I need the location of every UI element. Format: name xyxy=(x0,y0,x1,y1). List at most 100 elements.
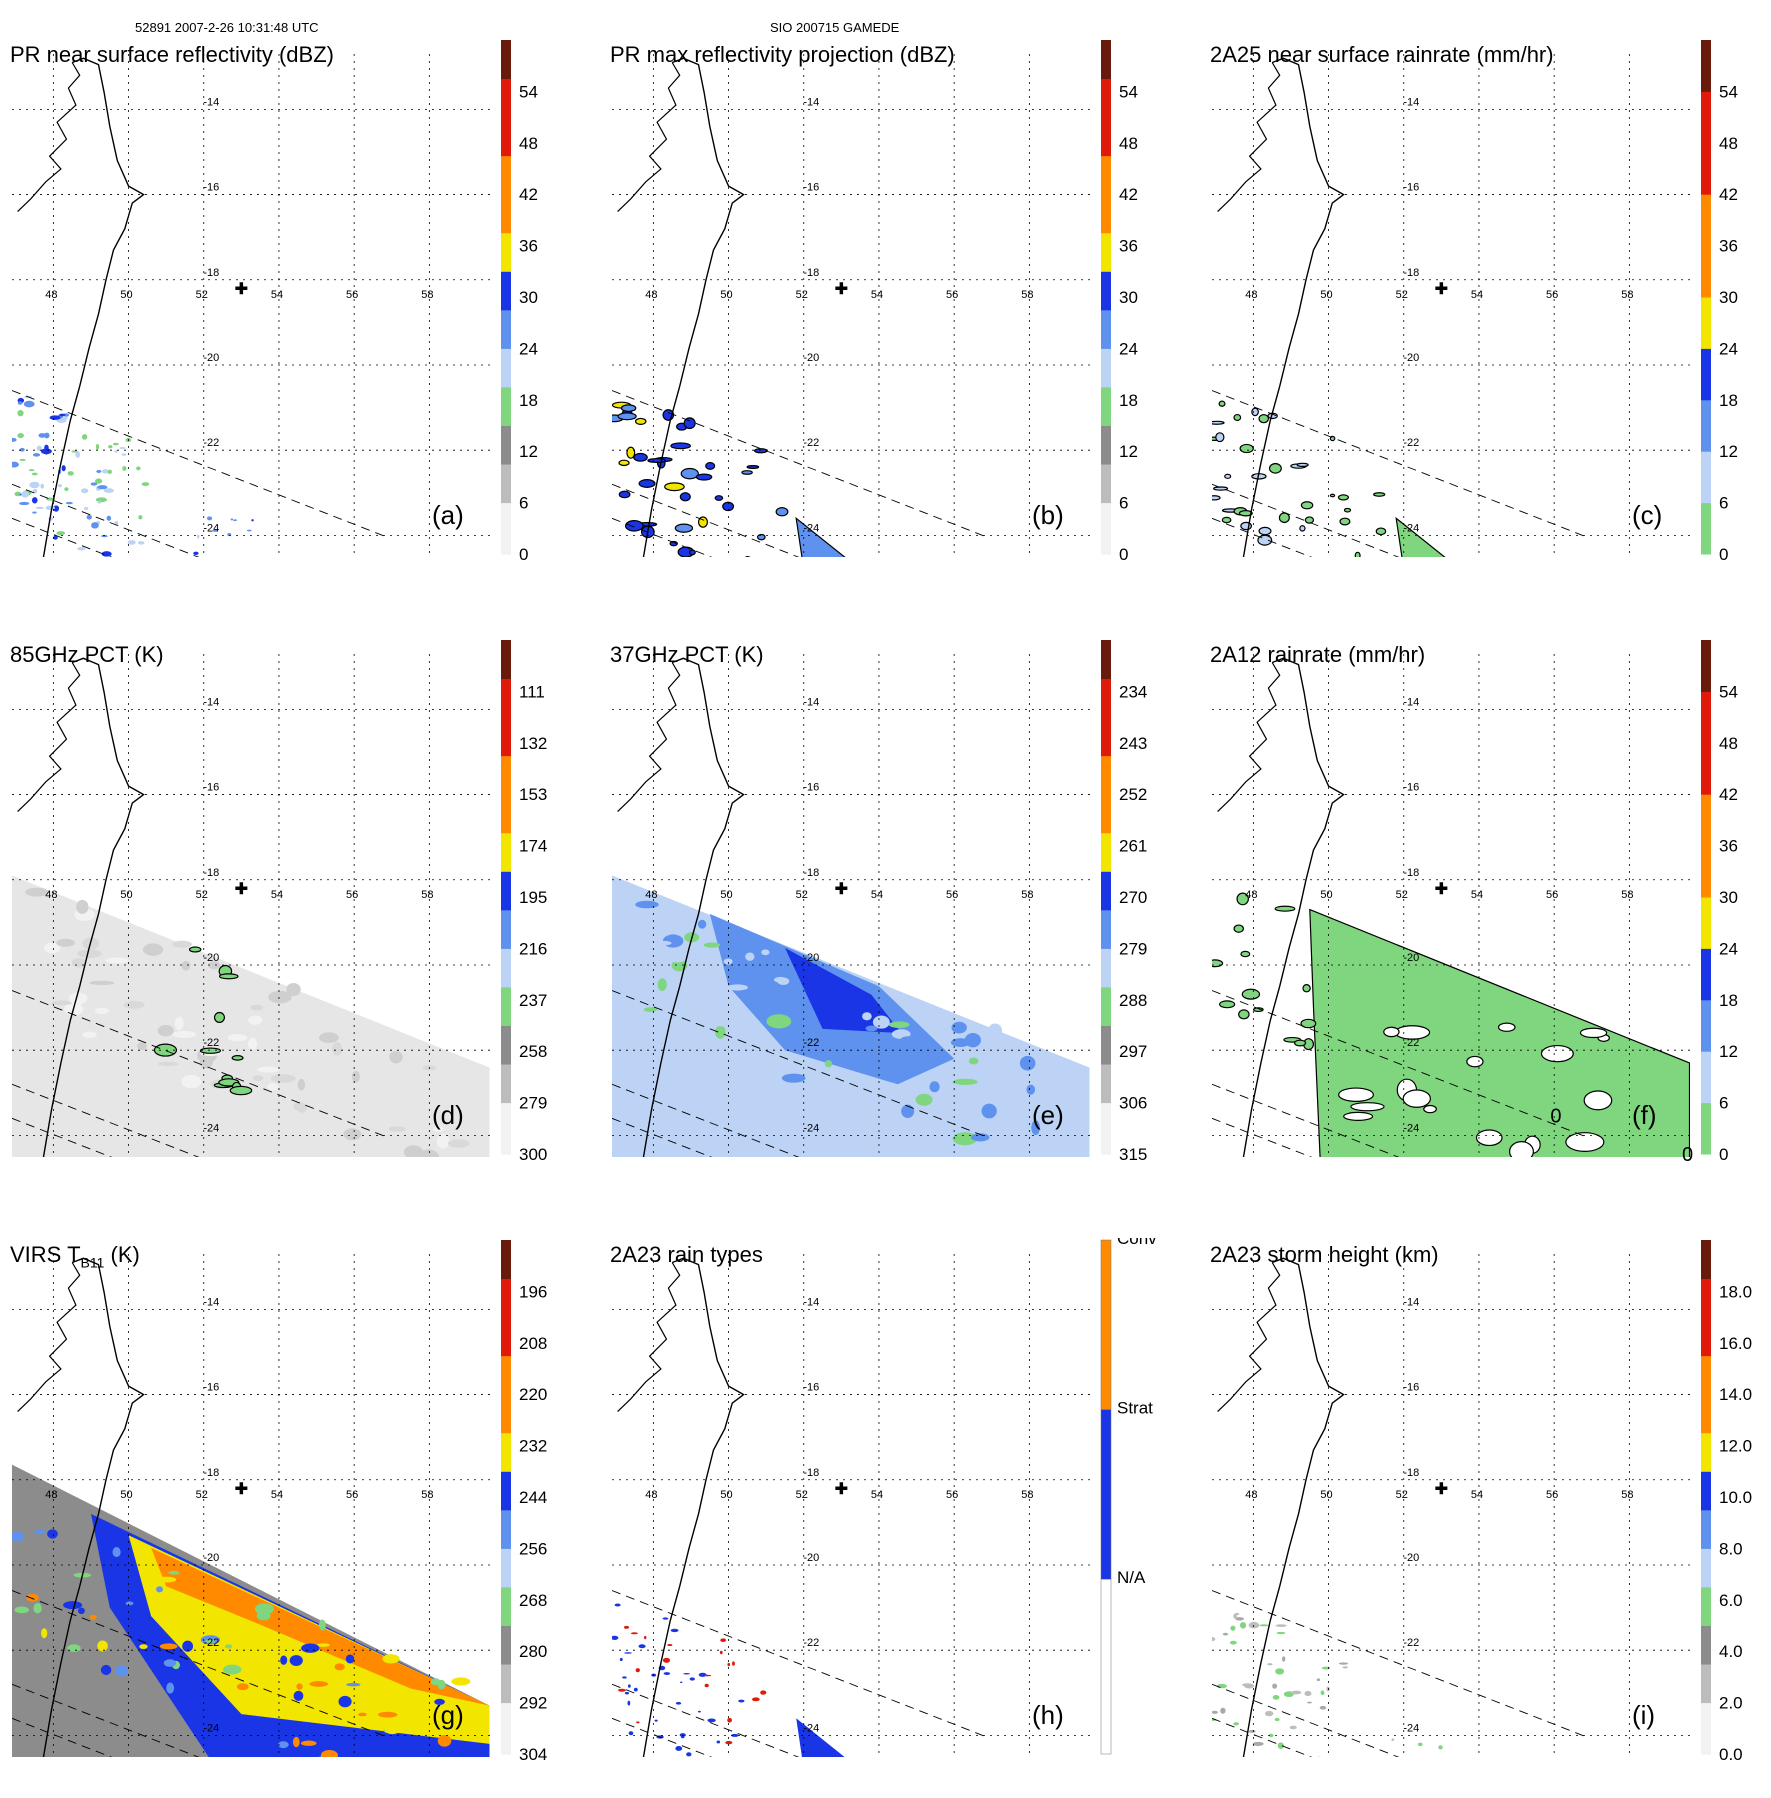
echo-cell xyxy=(1326,1686,1330,1692)
colorbar-segment xyxy=(1701,541,1711,555)
colorbar-tick-label: 0 xyxy=(1719,545,1728,564)
colorbar-segment xyxy=(1101,858,1111,872)
echo-cell xyxy=(96,469,102,473)
echo-cell xyxy=(656,940,672,946)
colorbar-segment xyxy=(1101,309,1111,324)
colorbar-tick-label: 6 xyxy=(519,494,528,513)
echo-cell xyxy=(1423,1104,1437,1114)
colorbar-segment xyxy=(501,768,511,782)
echo-cell xyxy=(289,1655,303,1666)
colorbar-segment xyxy=(501,1407,511,1421)
map-h: 48 50 52 54 56 58 -14 -16 -18 -20 -22 -24 Conv Strat N… xyxy=(612,1238,1157,1757)
colorbar-segment xyxy=(501,117,511,131)
colorbar-segment xyxy=(1101,399,1111,414)
colorbar-segment xyxy=(1101,704,1111,718)
echo-cell xyxy=(432,1126,444,1133)
colorbar-tick-label: 30 xyxy=(1719,888,1738,907)
echo-cell xyxy=(61,465,66,472)
lon-tick-label: 52 xyxy=(796,289,808,301)
colorbar-segment xyxy=(1101,871,1111,885)
colorbar-tick-label: 36 xyxy=(519,237,538,256)
colorbar-segment xyxy=(501,322,511,337)
lon-tick-label: 54 xyxy=(871,889,883,901)
coastline xyxy=(17,662,81,813)
lon-tick-label: 56 xyxy=(346,889,358,901)
echo-cell xyxy=(633,1687,638,1692)
echo-cell xyxy=(1234,1612,1240,1616)
lat-tick-label: -20 xyxy=(203,352,219,364)
lat-tick-label: -20 xyxy=(1403,952,1419,964)
echo-cell xyxy=(1354,551,1361,557)
echo-cell xyxy=(32,453,41,457)
colorbar-tick-label: 292 xyxy=(519,1694,547,1713)
colorbar-segment xyxy=(1701,181,1711,195)
panel-label: (e) xyxy=(1032,1100,1064,1130)
echo-cell xyxy=(436,1134,450,1149)
echo-cell xyxy=(47,1529,58,1539)
colorbar-segment xyxy=(1701,1025,1711,1039)
echo-cell xyxy=(1233,1722,1240,1726)
echo-cell xyxy=(1383,1026,1400,1038)
colorbar-segment xyxy=(501,181,511,195)
echo-cell xyxy=(415,1165,439,1174)
colorbar-segment xyxy=(501,78,511,92)
colorbar-segment xyxy=(1701,1038,1711,1052)
echo-cell xyxy=(28,469,35,472)
echo-cell xyxy=(865,1025,878,1032)
colorbar-segment xyxy=(1101,515,1111,529)
echo-cell xyxy=(257,1066,280,1073)
echo-cell xyxy=(76,899,89,915)
panel-d: 48 50 52 54 56 58 -14 -16 -18 -20 -22 -24 111 132 153 1… xyxy=(0,638,600,1198)
colorbar-segment xyxy=(1701,742,1711,757)
echo-cell xyxy=(166,1682,175,1694)
lon-tick-label: 50 xyxy=(1320,289,1332,301)
echo-cell xyxy=(786,1004,811,1017)
echo-cell xyxy=(223,1664,242,1675)
colorbar-segment xyxy=(1101,742,1111,757)
panel-title: PR max reflectivity projection (dBZ) xyxy=(610,42,955,67)
echo-cell xyxy=(1272,1683,1278,1689)
lat-tick-label: -16 xyxy=(1403,1382,1419,1394)
colorbar-segment xyxy=(1701,781,1711,795)
echo-cell xyxy=(268,990,292,1004)
panel-label: (c) xyxy=(1632,500,1663,530)
echo-cell xyxy=(43,432,50,439)
colorbar-segment xyxy=(501,1419,511,1434)
colorbar-segment xyxy=(1101,1025,1111,1039)
colorbar-segment xyxy=(1101,845,1111,859)
echo-cell xyxy=(1425,1763,1431,1765)
echo-cell xyxy=(318,1619,326,1631)
colorbar-segment xyxy=(1701,207,1711,221)
colorbar-segment xyxy=(501,129,511,144)
lon-tick-label: 58 xyxy=(1621,1489,1633,1501)
echo-cell xyxy=(112,442,119,446)
echo-cell xyxy=(123,1001,145,1009)
colorbar-segment xyxy=(1701,348,1711,362)
colorbar-segment xyxy=(1701,909,1711,924)
lat-tick-label: -20 xyxy=(803,352,819,364)
colorbar-segment xyxy=(1701,1291,1711,1305)
echo-cell xyxy=(364,1762,380,1771)
colorbar-tick-label: 195 xyxy=(519,888,547,907)
echo-cell xyxy=(56,938,75,947)
swath-edge-line xyxy=(1212,1590,1589,1738)
lat-tick-label: -14 xyxy=(803,1296,819,1308)
echo-cell xyxy=(1373,492,1386,497)
colorbar-segment xyxy=(1101,91,1111,105)
colorbar-tick-label: 18 xyxy=(1119,391,1138,410)
swath-edge-line xyxy=(612,990,989,1138)
colorbar-segment xyxy=(1701,309,1711,324)
lat-tick-label: -18 xyxy=(803,267,819,279)
panel-title: 2A25 near surface rainrate (mm/hr) xyxy=(1210,42,1554,67)
echo-cell xyxy=(1233,413,1242,422)
colorbar-segment xyxy=(1701,1548,1711,1562)
lon-tick-label: 48 xyxy=(645,289,657,301)
colorbar-segment xyxy=(1101,117,1111,131)
colorbar-segment xyxy=(1101,40,1111,54)
panel-a: 48 50 52 54 56 58 -14 -16 -18 -20 -22 -24 54 48 42 36 30… xyxy=(0,38,600,598)
echo-cell xyxy=(125,1601,134,1606)
colorbar-tick-label: 18 xyxy=(1719,391,1738,410)
colorbar-segment xyxy=(501,1458,511,1472)
echo-cell xyxy=(115,1665,129,1677)
map-b: 48 50 52 54 56 58 -14 -16 -18 -20 -22 -24 54 48 42 36 30… xyxy=(612,40,1138,564)
